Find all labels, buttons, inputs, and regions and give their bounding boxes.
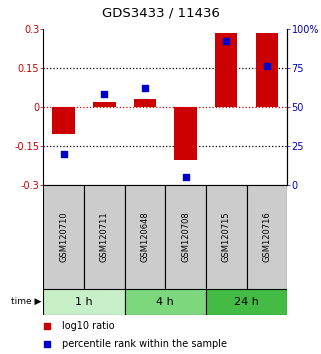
- Point: [265, 64, 270, 69]
- Text: GSM120716: GSM120716: [263, 211, 272, 262]
- Bar: [175, 107, 197, 160]
- Text: GSM120708: GSM120708: [181, 211, 190, 262]
- Text: GSM120648: GSM120648: [141, 211, 150, 262]
- Bar: [125, 185, 165, 289]
- Text: 24 h: 24 h: [234, 297, 259, 307]
- Text: time ▶: time ▶: [11, 297, 42, 306]
- Bar: [134, 99, 156, 107]
- Bar: [165, 185, 206, 289]
- Point: [183, 174, 188, 180]
- Text: 4 h: 4 h: [156, 297, 174, 307]
- Point: [44, 323, 49, 329]
- Bar: [84, 185, 125, 289]
- Point: [143, 85, 148, 91]
- Bar: [206, 185, 247, 289]
- Text: 1 h: 1 h: [75, 297, 93, 307]
- Point: [102, 92, 107, 97]
- Point: [44, 341, 49, 347]
- Bar: [43, 185, 84, 289]
- Bar: [93, 102, 116, 107]
- Bar: [215, 33, 238, 107]
- Text: percentile rank within the sample: percentile rank within the sample: [62, 339, 227, 349]
- Bar: [206, 289, 287, 315]
- Point: [224, 39, 229, 44]
- Bar: [53, 107, 75, 134]
- Bar: [125, 289, 206, 315]
- Text: GDS3433 / 11436: GDS3433 / 11436: [101, 7, 220, 20]
- Bar: [247, 185, 287, 289]
- Text: GSM120711: GSM120711: [100, 211, 109, 262]
- Bar: [43, 289, 125, 315]
- Text: log10 ratio: log10 ratio: [62, 321, 115, 331]
- Point: [61, 151, 66, 156]
- Text: GSM120710: GSM120710: [59, 211, 68, 262]
- Bar: [256, 33, 278, 107]
- Text: GSM120715: GSM120715: [222, 211, 231, 262]
